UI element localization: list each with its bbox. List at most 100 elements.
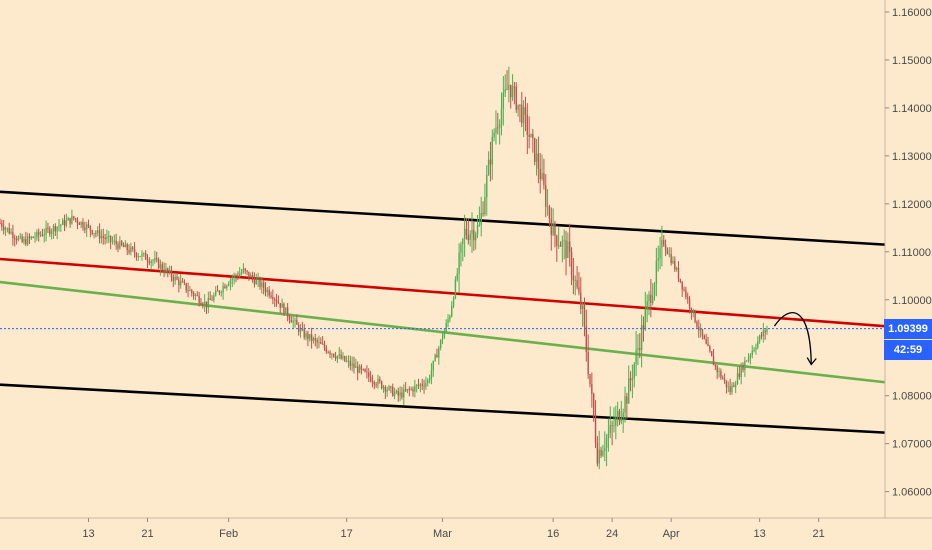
candle-body bbox=[506, 89, 508, 91]
candle-body bbox=[384, 386, 387, 392]
candle-body bbox=[159, 264, 162, 269]
candle-body bbox=[296, 319, 298, 325]
candle-body bbox=[344, 356, 346, 362]
candle-body bbox=[508, 84, 510, 90]
candle-body bbox=[179, 281, 182, 286]
candle-body bbox=[148, 261, 151, 264]
candle-body bbox=[451, 306, 453, 317]
y-tick-label: 1.16000 bbox=[892, 7, 932, 19]
candle-body bbox=[257, 278, 259, 280]
candle-body bbox=[32, 236, 34, 238]
candle-body bbox=[215, 290, 217, 296]
candle-body bbox=[196, 294, 198, 296]
candle-body bbox=[454, 279, 457, 298]
candle-body bbox=[432, 360, 434, 371]
candle-body bbox=[626, 396, 628, 404]
candle-body bbox=[406, 389, 409, 391]
candle-body bbox=[388, 386, 390, 390]
candle-body bbox=[54, 226, 57, 232]
candle-body bbox=[45, 227, 47, 235]
candle-body bbox=[727, 386, 729, 388]
candle-body bbox=[266, 289, 269, 292]
candle-body bbox=[734, 384, 737, 388]
candle-body bbox=[703, 335, 706, 340]
trendlines-layer bbox=[0, 190, 886, 434]
candle-body bbox=[222, 286, 224, 293]
candle-body bbox=[49, 228, 51, 235]
candle-body bbox=[602, 450, 604, 456]
candle-body bbox=[178, 279, 180, 286]
candle-body bbox=[84, 227, 86, 230]
candle-body bbox=[294, 319, 296, 321]
candle-body bbox=[301, 328, 304, 330]
candle-body bbox=[631, 378, 634, 381]
candle-body bbox=[168, 270, 171, 272]
trendline-red-line[interactable] bbox=[0, 257, 886, 328]
candle-body bbox=[189, 290, 191, 291]
candle-body bbox=[672, 260, 674, 264]
trendline-upper-channel[interactable] bbox=[0, 190, 886, 246]
candle-body bbox=[644, 309, 647, 330]
candle-body bbox=[749, 355, 752, 358]
candle-body bbox=[61, 220, 64, 225]
candle-body bbox=[592, 394, 595, 417]
candle-body bbox=[753, 349, 755, 351]
candle-body bbox=[561, 240, 564, 247]
candle-body bbox=[720, 371, 722, 378]
trendline-green-line[interactable] bbox=[0, 280, 886, 384]
candle-body bbox=[683, 289, 685, 291]
candle-body bbox=[696, 321, 698, 327]
candle-body bbox=[297, 324, 300, 332]
candle-body bbox=[445, 323, 447, 332]
candle-body bbox=[688, 298, 691, 308]
candle-body bbox=[699, 329, 702, 331]
candle-body bbox=[620, 417, 623, 422]
candle-body bbox=[128, 250, 130, 253]
candle-body bbox=[436, 354, 438, 358]
candle-body bbox=[565, 240, 567, 258]
candle-body bbox=[517, 104, 519, 110]
candle-body bbox=[47, 227, 49, 229]
candle-body bbox=[594, 416, 597, 443]
candle-body bbox=[639, 348, 641, 351]
candle-body bbox=[277, 302, 280, 304]
candle-body bbox=[415, 385, 418, 386]
candle-body bbox=[430, 370, 433, 379]
candle-body bbox=[762, 330, 765, 337]
candle-body bbox=[760, 335, 763, 337]
candle-body bbox=[349, 360, 352, 366]
candle-body bbox=[550, 218, 552, 235]
candle-body bbox=[366, 371, 368, 373]
candle-body bbox=[342, 356, 344, 359]
candle-body bbox=[408, 389, 411, 390]
candle-body bbox=[200, 302, 202, 305]
candle-body bbox=[6, 228, 9, 229]
candle-body bbox=[135, 253, 138, 257]
candle-body bbox=[580, 292, 582, 309]
candle-body bbox=[670, 253, 672, 264]
candle-body bbox=[250, 275, 252, 278]
candle-body bbox=[231, 278, 234, 281]
projection-arrow bbox=[773, 311, 812, 365]
candle-body bbox=[576, 280, 578, 288]
candle-body bbox=[449, 316, 451, 320]
candle-body bbox=[746, 360, 748, 362]
candle-body bbox=[712, 356, 715, 366]
candle-body bbox=[524, 107, 527, 115]
time-axis[interactable]: 13 21 Feb 17 Mar 16 24 Apr 13 21 bbox=[82, 518, 825, 540]
candle-body bbox=[167, 268, 169, 272]
trendline-lower-channel[interactable] bbox=[0, 383, 886, 434]
candle-body bbox=[572, 275, 575, 281]
candle-body bbox=[410, 388, 412, 390]
x-tick-label: 24 bbox=[606, 528, 618, 540]
candle-body bbox=[203, 301, 206, 306]
price-axis[interactable]: 1.16000 1.15000 1.14000 1.13000 1.12000 1.110… bbox=[885, 7, 932, 499]
candle-body bbox=[469, 234, 471, 241]
candle-body bbox=[687, 297, 689, 299]
x-tick-label: Apr bbox=[663, 528, 680, 540]
candle-body bbox=[618, 410, 621, 422]
candle-body bbox=[628, 378, 630, 404]
candle-body bbox=[272, 297, 274, 300]
